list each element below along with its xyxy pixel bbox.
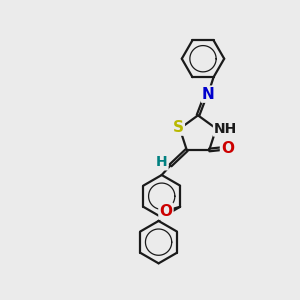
- Text: O: O: [221, 141, 234, 156]
- Text: S: S: [173, 120, 184, 135]
- Text: H: H: [156, 155, 167, 169]
- Text: N: N: [202, 87, 215, 102]
- Text: O: O: [159, 204, 172, 219]
- Text: NH: NH: [214, 122, 237, 136]
